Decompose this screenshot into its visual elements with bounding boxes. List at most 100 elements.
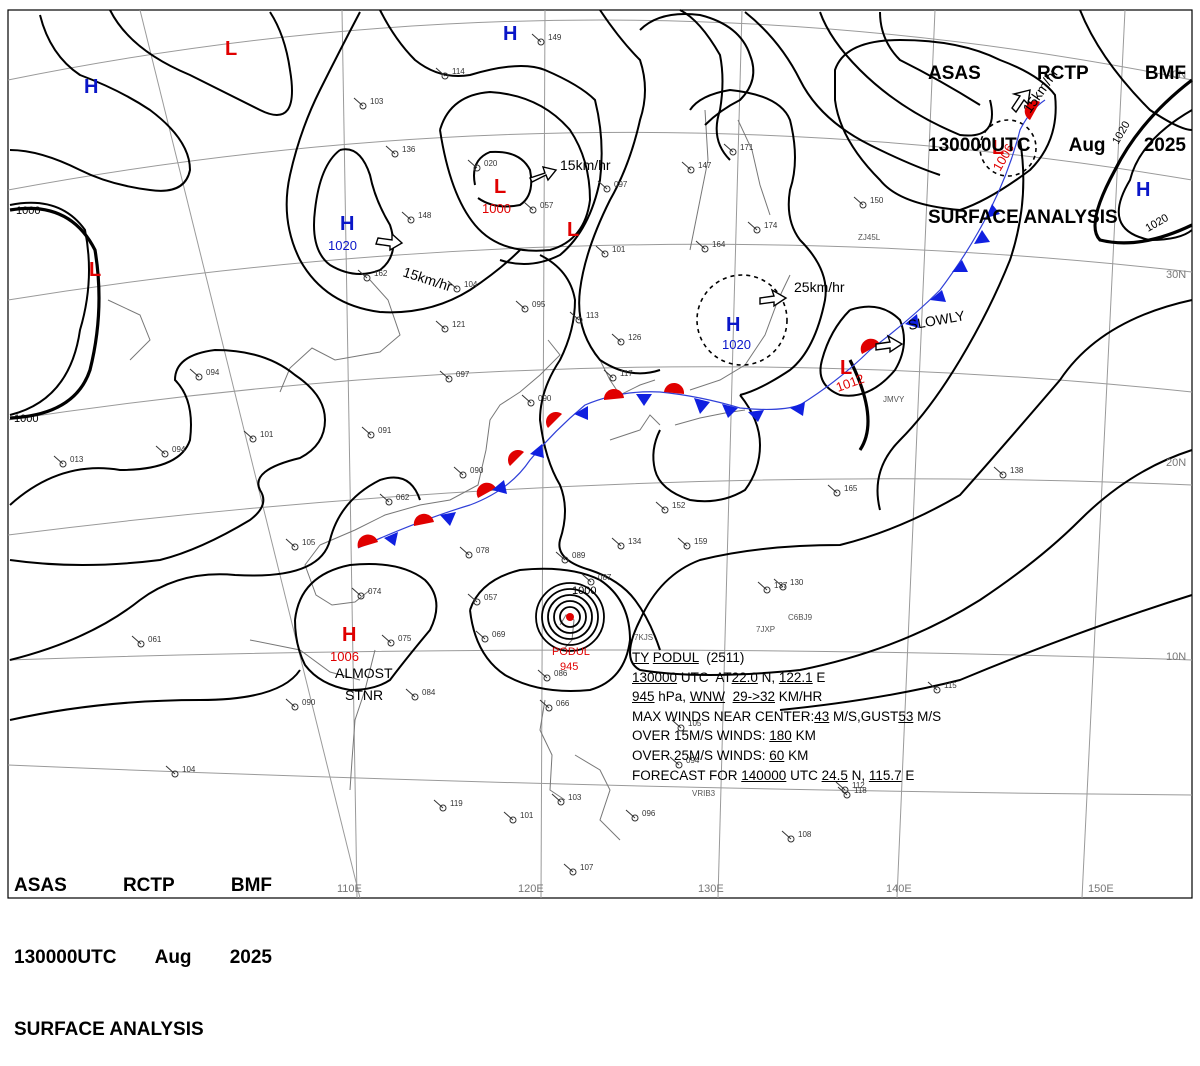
wind-barb: [555, 551, 566, 561]
station-circle: [545, 704, 553, 712]
pressure-centers: H H L H H L L H L L L H: [84, 23, 1150, 646]
station-readings: 149 114 103 136 020 097 057 147 171 150 174 164 101 1…: [70, 33, 1024, 872]
typhoon-info-line: TY PODUL (2511): [632, 648, 941, 668]
wind-barb: [405, 688, 416, 698]
station-reading: 107: [580, 863, 594, 872]
station-reading: 090: [538, 394, 552, 403]
station-reading: 105: [302, 538, 316, 547]
station-circle: [509, 816, 517, 824]
typhoon-info-part: UTC: [786, 767, 822, 783]
typhoon-info-part: 945: [632, 689, 655, 705]
station-reading: 097: [456, 370, 470, 379]
station-circle: [195, 373, 203, 381]
typhoon-info: TY PODUL (2511) 130000 UTC AT22.0 N, 122.…: [632, 648, 941, 785]
typhoon-info-part: 24.5: [821, 767, 848, 783]
station-circle: [465, 551, 473, 559]
typhoon-info-part: 140000: [741, 767, 787, 783]
station-circle: [683, 542, 691, 550]
coastlines: [107, 109, 791, 841]
station-circle: [617, 542, 625, 550]
station-reading: 119: [450, 799, 463, 808]
movement-label: 15km/hr: [401, 264, 454, 295]
station-id: VRIB3: [692, 789, 716, 798]
station-id: ZJ45L: [858, 233, 881, 242]
station-reading: 121: [452, 320, 466, 329]
meridians: [139, 9, 1126, 899]
lon-label: 130E: [698, 883, 724, 895]
typhoon-info-part: (2511): [698, 650, 745, 665]
station-circle: [859, 201, 867, 209]
wind-barb: [927, 681, 938, 691]
lat-labels: 40N 30N 20N 10N: [1166, 69, 1186, 663]
lat-label: 40N: [1166, 69, 1186, 81]
wind-barb: [531, 33, 542, 43]
typhoon-eye: [566, 613, 574, 621]
wind-barb: [285, 538, 296, 548]
wind-barb: [539, 699, 550, 709]
typhoon-name-label: PODUL: [552, 646, 590, 658]
wind-barb: [563, 863, 574, 873]
station-reading: 104: [464, 280, 478, 289]
wind-barb: [381, 634, 392, 644]
station-reading: 086: [554, 669, 568, 678]
station-reading: 159: [694, 537, 708, 546]
wind-barb: [351, 587, 362, 597]
high-center-symbol: H: [340, 213, 354, 235]
low-center-symbol: L: [89, 259, 101, 281]
lon-labels: 110E 120E 130E 140E 150E: [337, 883, 1114, 895]
lon-label: 120E: [518, 883, 544, 895]
station-symbols: [53, 33, 1007, 876]
wind-barb: [155, 445, 166, 455]
wind-barb: [993, 466, 1004, 476]
station-reading: 126: [628, 333, 642, 342]
wind-barb: [53, 455, 64, 465]
agency-word: RCTP: [122, 875, 175, 896]
wind-barb: [681, 161, 692, 171]
station-reading: 162: [374, 269, 388, 278]
station-circle: [391, 150, 399, 158]
station-circle: [841, 786, 849, 794]
wind-barb: [611, 333, 622, 343]
wind-barb: [625, 809, 636, 819]
agency-word: BMF: [230, 875, 272, 896]
station-reading: 152: [672, 501, 686, 510]
lon-label: 140E: [886, 883, 912, 895]
typhoon-info-part: 130000: [632, 669, 678, 685]
typhoon-info-line: MAX WINDS NEAR CENTER:43 M/S,GUST53 M/S: [632, 707, 941, 727]
station-circle: [59, 460, 67, 468]
wind-barb: [853, 196, 864, 206]
station-reading: 095: [532, 300, 546, 309]
wind-barb: [357, 269, 368, 279]
movement-label: SLOWLY: [907, 307, 967, 333]
station-reading: 136: [402, 145, 416, 154]
wind-barb: [385, 145, 396, 155]
typhoon-info-part: 29->32: [732, 689, 775, 705]
station-circle: [291, 543, 299, 551]
low-center-symbol: L: [225, 38, 237, 60]
wind-barb: [773, 578, 784, 588]
station-circle: [701, 245, 709, 253]
station-id: 7KJS: [634, 633, 653, 642]
station-circle: [527, 399, 535, 407]
station-circle: [249, 435, 257, 443]
time-word: 130000UTC: [14, 947, 117, 968]
station-reading: 115: [944, 681, 957, 690]
high-pressure-value: 1020: [722, 337, 751, 352]
wind-barb: [595, 245, 606, 255]
typhoon-info-line: 130000 UTC AT22.0 N, 122.1 E: [632, 668, 941, 688]
station-circle: [367, 431, 375, 439]
station-circle: [677, 724, 685, 732]
station-reading: 117: [620, 369, 633, 378]
analysis-title: SURFACE ANALYSIS: [14, 1019, 204, 1040]
agency-word: ASAS: [14, 875, 67, 896]
agency-word: ASAS: [928, 63, 981, 84]
low-center-symbol: L: [840, 357, 852, 379]
wind-barb: [677, 537, 688, 547]
station-reading: 134: [628, 537, 642, 546]
station-circle: [575, 316, 583, 324]
wind-barb: [695, 240, 706, 250]
typhoon-info-part: E: [812, 669, 826, 685]
typhoon-info-part: 60: [769, 747, 785, 763]
wind-barb: [581, 573, 592, 583]
station-circle: [617, 338, 625, 346]
